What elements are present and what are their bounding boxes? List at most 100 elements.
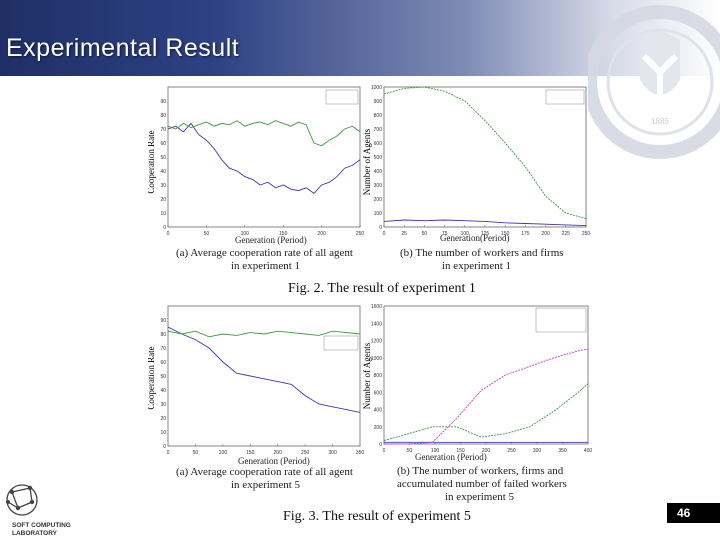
fig3b-series-worker (383, 383, 589, 442)
fig3a-xlabel: Generation (Period) (238, 456, 310, 466)
fig2b-caption-line1: (b) The number of workers and firms (400, 247, 564, 259)
fig2b-xtick: 225 (562, 231, 571, 237)
fig2a-xtick: 0 (167, 231, 170, 237)
fig3b-caption-line2: accumulated number of failed workers (397, 478, 567, 490)
fig3a-xtick: 0 (167, 450, 170, 456)
fig3b-xtick: 300 (533, 448, 542, 452)
fig2b-ytick: 1000 (371, 85, 382, 91)
fig3a-ytick: 20 (160, 416, 166, 422)
fig2b-caption: (b) The number of workers and firms in e… (400, 247, 564, 273)
fig2b-xtick: 0 (383, 231, 386, 237)
fig3b-xtick: 100 (431, 448, 440, 452)
fig2b-xtick: 250 (582, 231, 591, 237)
fig2a-ytick: 80 (160, 113, 166, 119)
chart-fig3b: 0 50 100 150 200 250 300 350 400 0 200 400 600 800 100… (362, 304, 592, 452)
fig2a-ytick: 50 (160, 155, 166, 161)
fig3b-xtick: 50 (407, 448, 413, 452)
fig2a-caption: (a) Average cooperation rate of all agen… (176, 247, 353, 273)
fig2a-xtick: 150 (279, 231, 288, 237)
fig2b-ytick: 800 (374, 113, 383, 119)
logo-text-2: LABORATORY (12, 530, 58, 537)
fig2b-plot: 0 25 50 75 100 125 150 175 200 225 250 0 100 200 300 40… (371, 85, 591, 237)
fig3a-ytick: 0 (163, 444, 166, 450)
fig2a-series-worker (167, 120, 361, 147)
fig3a-ytick: 10 (160, 430, 166, 436)
fig3b-series-failed-worker (384, 348, 589, 445)
fig3a-ytick: 30 (160, 402, 166, 408)
fig3b-xtick: 350 (558, 448, 567, 452)
fig3b-caption-line3: in experiment 5 (445, 491, 515, 503)
fig2a-ytick: 10 (160, 211, 166, 217)
fig3b-xtick: 200 (482, 448, 491, 452)
chart-fig2b: 0 25 50 75 100 125 150 175 200 225 250 0 100 200 300 40… (362, 85, 591, 237)
fig2b-ytick: 300 (374, 183, 383, 189)
fig3a-xtick: 300 (328, 450, 337, 456)
fig2a-ytick: 20 (160, 197, 166, 203)
fig3a-series-firm (167, 326, 361, 413)
fig3b-ytick: 400 (374, 408, 383, 414)
logo-text-1: SOFT COMPUTING (12, 522, 71, 529)
fig3b-legend (535, 307, 587, 333)
fig2a-series-firm (167, 122, 361, 195)
fig2a-caption-line1: (a) Average cooperation rate of all agen… (176, 247, 353, 259)
fig2a-xtick: 250 (356, 231, 365, 237)
fig2a-ylabel: Cooperation Rate (148, 130, 156, 193)
fig2a-xlabel: Generation (Period) (235, 235, 307, 245)
fig2b-series-worker (383, 86, 587, 220)
fig3b-ylabel: Number of Agents (362, 342, 372, 409)
fig2b-ytick: 500 (374, 155, 383, 161)
fig2b-legend (545, 89, 585, 105)
fig3a-xtick: 200 (274, 450, 283, 456)
fig3b-ytick: 600 (374, 390, 383, 396)
page-number: 46 (667, 503, 720, 523)
fig3a-xtick: 250 (301, 450, 310, 456)
fig2a-legend (325, 89, 359, 105)
fig2b-xtick: 200 (541, 231, 550, 237)
fig3b-ytick: 200 (374, 425, 383, 431)
fig2a-ytick: 60 (160, 141, 166, 147)
fig3b-xlabel: Generation (Period) (415, 452, 487, 462)
fig2a-xtick: 50 (204, 231, 210, 237)
fig3a-caption: (a) Average cooperation rate of all agen… (176, 466, 353, 492)
fig3a-xtick: 150 (246, 450, 255, 456)
fig3a-ylabel: Cooperation Rate (148, 346, 156, 409)
fig3a-ytick: 50 (160, 374, 166, 380)
fig3b-xtick: 250 (507, 448, 516, 452)
fig2b-ytick: 400 (374, 169, 383, 175)
fig2a-ytick: 90 (160, 99, 166, 105)
fig2b-xtick: 150 (501, 231, 510, 237)
fig2b-xtick: 75 (442, 231, 448, 237)
fig2b-ytick: 100 (374, 211, 383, 217)
fig3b-ytick: 1400 (371, 321, 382, 327)
fig2b-xtick: 50 (422, 231, 428, 237)
fig3b-caption-line1: (b) The number of workers, firms and (397, 465, 564, 477)
fig3b-caption: (b) The number of workers, firms and acc… (397, 465, 567, 504)
fig2a-ytick: 0 (163, 225, 166, 231)
fig2a-caption-line2: in experiment 1 (231, 260, 301, 272)
university-seal: 1885 (588, 5, 720, 159)
fig2b-ytick: 900 (374, 99, 383, 105)
fig2b-ytick: 600 (374, 141, 383, 147)
fig2b-xtick: 175 (521, 231, 530, 237)
fig2a-ytick: 40 (160, 169, 166, 175)
fig3b-ytick: 800 (374, 373, 383, 379)
fig3a-xtick: 50 (193, 450, 199, 456)
fig2a-ytick: 70 (160, 127, 166, 133)
chart-fig2a: 0501001502002500102030405060708090FirmWo… (148, 86, 365, 237)
fig3a-caption-line2: in experiment 5 (231, 479, 301, 491)
fig3b-ytick: 0 (379, 442, 382, 448)
fig3b-ytick: 1000 (371, 356, 382, 362)
seal-year: 1885 (651, 117, 669, 126)
fig2b-xlabel: Generation(Period) (440, 233, 510, 243)
fig3b-ytick: 1200 (371, 339, 382, 345)
fig2b-xtick: 100 (461, 231, 470, 237)
fig3a-ytick: 80 (160, 332, 166, 338)
fig3a-xtick: 350 (356, 450, 365, 456)
fig2a-xtick: 100 (241, 231, 250, 237)
fig2b-ytick: 200 (374, 197, 383, 203)
fig3b-xtick: 400 (584, 448, 592, 452)
chart-fig3a: 0 50 100 150 200 250 300 350 0 10 20 30 40 50 60 70 80 90… (148, 305, 365, 456)
fig3a-ytick: 60 (160, 360, 166, 366)
fig2b-caption-line2: in experiment 1 (442, 260, 512, 272)
fig3a-ytick: 90 (160, 318, 166, 324)
